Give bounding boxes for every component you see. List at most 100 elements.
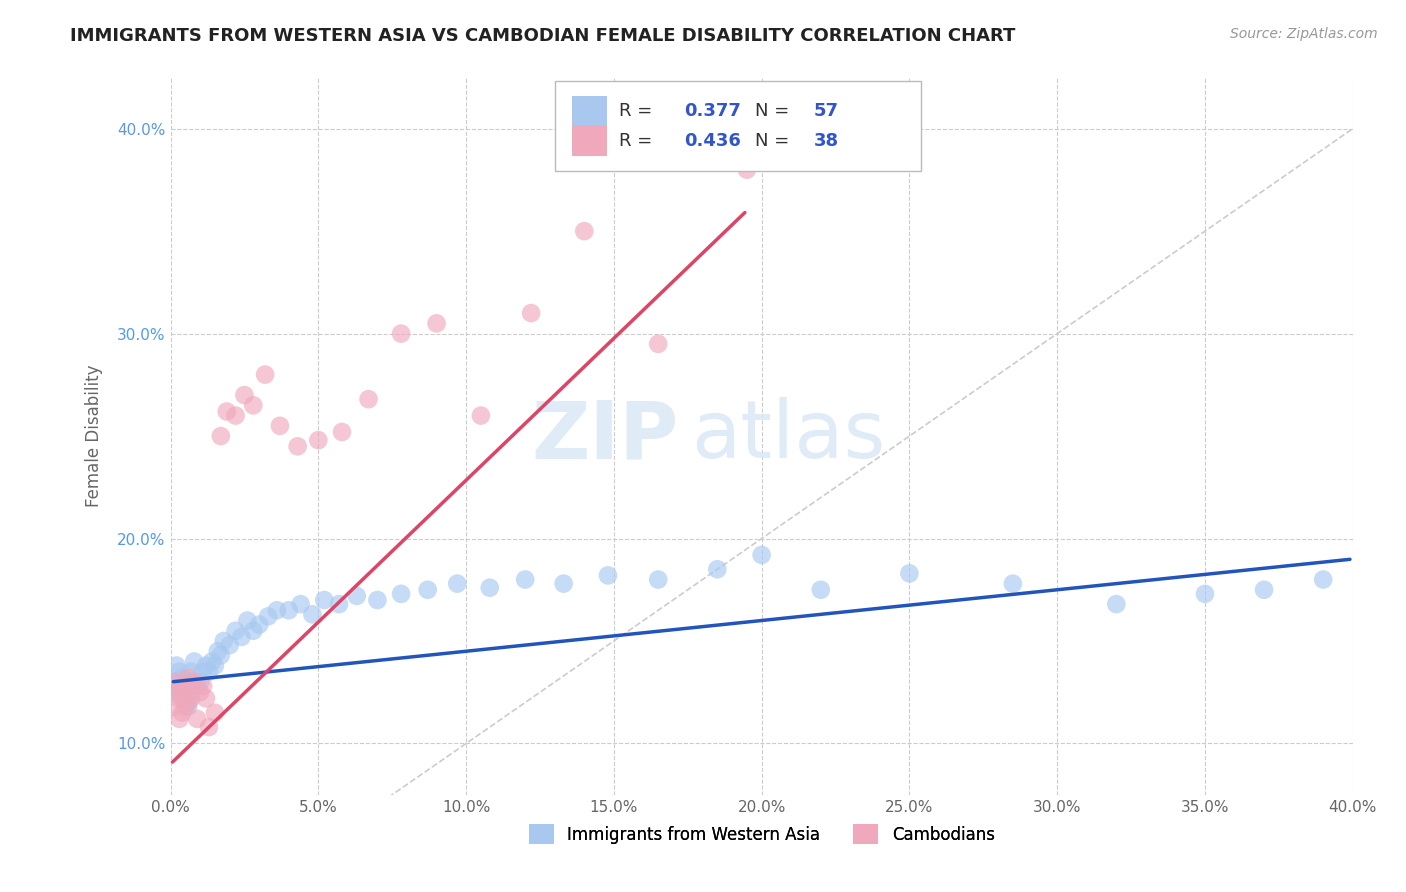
Point bbox=[198, 720, 221, 734]
Text: N =: N = bbox=[755, 103, 794, 120]
Point bbox=[269, 418, 291, 433]
Point bbox=[212, 634, 235, 648]
Point bbox=[188, 685, 211, 699]
Point bbox=[218, 638, 240, 652]
Point bbox=[207, 644, 229, 658]
Point bbox=[166, 679, 188, 693]
Text: N =: N = bbox=[755, 131, 794, 150]
Point bbox=[172, 691, 194, 706]
Point bbox=[706, 562, 728, 576]
FancyBboxPatch shape bbox=[572, 126, 607, 155]
Point bbox=[751, 548, 773, 562]
Point bbox=[647, 336, 669, 351]
Point bbox=[198, 665, 221, 679]
Point bbox=[169, 685, 191, 699]
Point bbox=[735, 162, 758, 177]
Point bbox=[169, 665, 191, 679]
Point bbox=[515, 573, 537, 587]
Text: atlas: atlas bbox=[690, 397, 886, 475]
Point bbox=[186, 679, 208, 693]
Point bbox=[204, 706, 226, 720]
Point bbox=[596, 568, 619, 582]
Point bbox=[172, 706, 194, 720]
Point bbox=[177, 699, 200, 714]
Point bbox=[810, 582, 832, 597]
Point bbox=[231, 630, 253, 644]
Point bbox=[166, 685, 188, 699]
Point bbox=[233, 388, 256, 402]
Point bbox=[1253, 582, 1275, 597]
Point bbox=[277, 603, 299, 617]
Point bbox=[180, 679, 202, 693]
Point bbox=[191, 665, 214, 679]
Point bbox=[174, 679, 197, 693]
Point bbox=[478, 581, 501, 595]
Text: 57: 57 bbox=[814, 103, 838, 120]
Point bbox=[172, 671, 194, 685]
Point bbox=[1105, 597, 1128, 611]
Point bbox=[242, 398, 264, 412]
Point bbox=[186, 712, 208, 726]
Text: R =: R = bbox=[619, 131, 658, 150]
Point bbox=[242, 624, 264, 638]
Point bbox=[247, 617, 270, 632]
Point bbox=[647, 573, 669, 587]
Point bbox=[520, 306, 543, 320]
Text: Source: ZipAtlas.com: Source: ZipAtlas.com bbox=[1230, 27, 1378, 41]
Point bbox=[177, 696, 200, 710]
Point bbox=[254, 368, 277, 382]
Y-axis label: Female Disability: Female Disability bbox=[86, 365, 103, 508]
Point bbox=[1312, 573, 1334, 587]
Point bbox=[1194, 587, 1216, 601]
Point bbox=[204, 658, 226, 673]
FancyBboxPatch shape bbox=[555, 81, 921, 170]
Text: 0.377: 0.377 bbox=[683, 103, 741, 120]
Point bbox=[195, 691, 218, 706]
Point bbox=[169, 691, 191, 706]
Point bbox=[266, 603, 288, 617]
Point bbox=[174, 696, 197, 710]
Point bbox=[574, 224, 596, 238]
Point bbox=[330, 425, 353, 439]
Point bbox=[366, 593, 388, 607]
Point bbox=[191, 679, 214, 693]
Point bbox=[470, 409, 492, 423]
Point bbox=[174, 679, 197, 693]
Point bbox=[162, 699, 184, 714]
Point bbox=[174, 699, 197, 714]
Point bbox=[290, 597, 312, 611]
Point bbox=[307, 433, 329, 447]
Point bbox=[416, 582, 439, 597]
Point bbox=[183, 675, 205, 690]
Point bbox=[166, 675, 188, 690]
Text: R =: R = bbox=[619, 103, 658, 120]
Point bbox=[314, 593, 336, 607]
Point bbox=[389, 326, 412, 341]
Point bbox=[177, 675, 200, 690]
Point bbox=[177, 671, 200, 685]
Point bbox=[1001, 576, 1024, 591]
Text: IMMIGRANTS FROM WESTERN ASIA VS CAMBODIAN FEMALE DISABILITY CORRELATION CHART: IMMIGRANTS FROM WESTERN ASIA VS CAMBODIA… bbox=[70, 27, 1015, 45]
Point bbox=[166, 658, 188, 673]
Point bbox=[209, 648, 232, 663]
Point bbox=[225, 409, 247, 423]
Point bbox=[257, 609, 280, 624]
Point bbox=[346, 589, 368, 603]
Point bbox=[328, 597, 350, 611]
Point bbox=[180, 685, 202, 699]
Point bbox=[553, 576, 575, 591]
Point bbox=[201, 655, 224, 669]
Point bbox=[180, 665, 202, 679]
Point bbox=[183, 675, 205, 690]
Point bbox=[225, 624, 247, 638]
Point bbox=[446, 576, 468, 591]
Text: 38: 38 bbox=[814, 131, 839, 150]
Point bbox=[236, 614, 259, 628]
Point bbox=[183, 655, 205, 669]
Point bbox=[301, 607, 323, 622]
FancyBboxPatch shape bbox=[572, 96, 607, 126]
Point bbox=[162, 675, 184, 690]
Text: ZIP: ZIP bbox=[531, 397, 679, 475]
Point bbox=[425, 317, 447, 331]
Point bbox=[389, 587, 412, 601]
